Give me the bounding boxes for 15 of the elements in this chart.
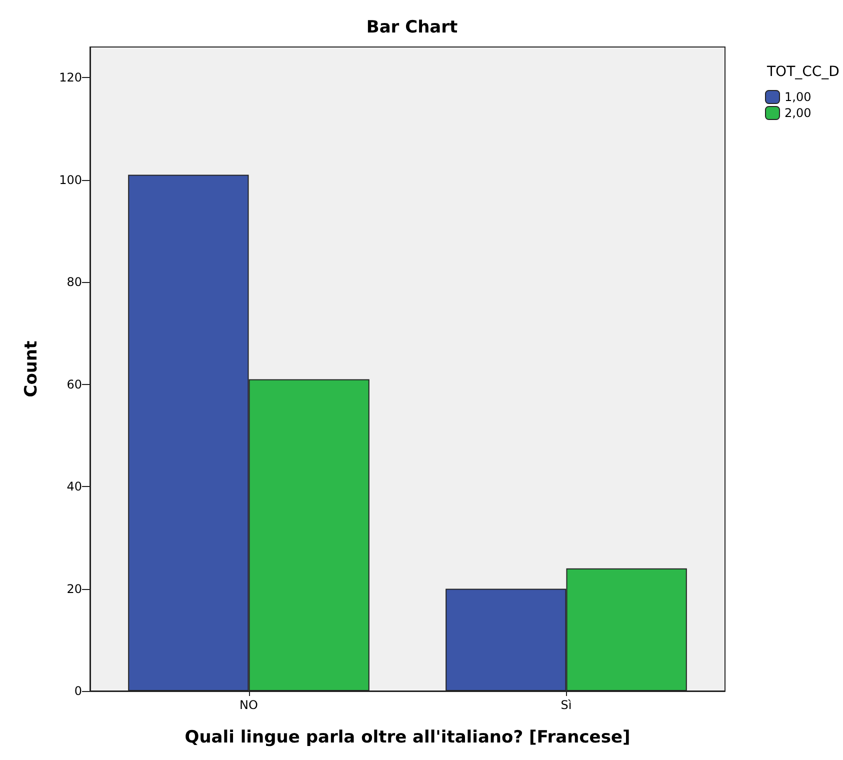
chart-title: Bar Chart [366, 18, 458, 38]
y-tick-label: 0 [74, 684, 82, 698]
y-tick-label: 120 [59, 70, 82, 85]
y-tick-label: 80 [66, 275, 82, 290]
y-tick-label: 40 [66, 480, 82, 494]
x-tick-label: Sì [560, 698, 572, 712]
y-tick-label: 20 [66, 582, 82, 596]
legend-title: TOT_CC_D [766, 64, 840, 80]
x-tick-label: NO [240, 698, 258, 712]
y-tick-label: 60 [66, 377, 82, 392]
y-tick-label: 100 [59, 172, 82, 187]
x-axis-title: Quali lingue parla oltre all'italiano? [Francese] [184, 728, 630, 748]
legend-label: 1,00 [784, 90, 812, 104]
y-axis-title: Count [22, 340, 42, 398]
legend-label: 2,00 [784, 106, 812, 120]
